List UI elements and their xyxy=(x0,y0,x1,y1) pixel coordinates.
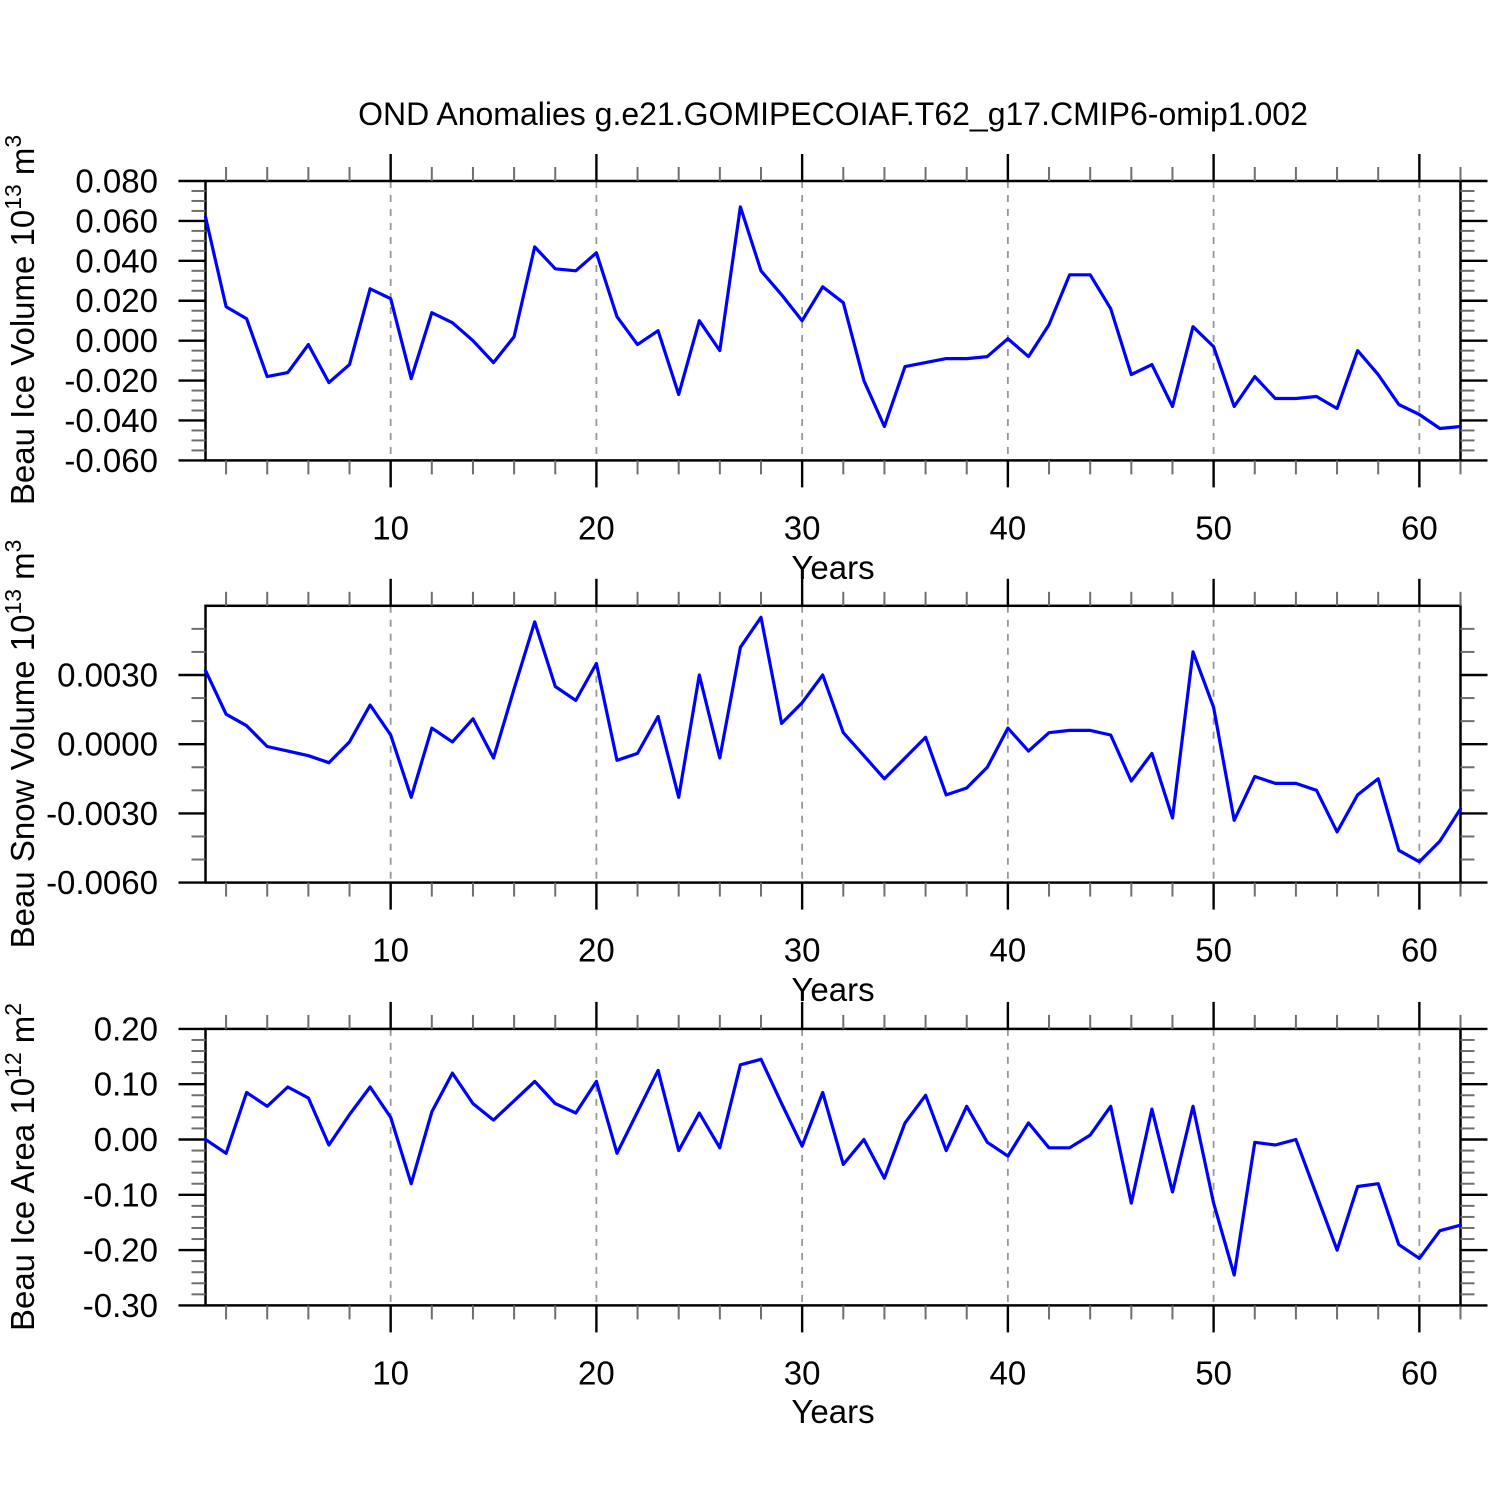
y-tick-label: -0.30 xyxy=(83,1287,158,1324)
figure-title: OND Anomalies g.e21.GOMIPECOIAF.T62_g17.… xyxy=(358,96,1308,132)
y-axis-label-snow-volume: Beau Snow Volume 1013m3 xyxy=(0,540,41,949)
x-tick-label: 20 xyxy=(578,932,615,969)
x-tick-label: 20 xyxy=(578,509,615,546)
x-tick-label: 50 xyxy=(1195,932,1232,969)
x-tick-label: 30 xyxy=(784,509,821,546)
y-tick-label: -0.10 xyxy=(83,1176,158,1213)
x-tick-label: 10 xyxy=(372,1354,409,1391)
y-axis-label-ice-area: Beau Ice Area 1012m2 xyxy=(0,1003,41,1331)
y-tick-label: -0.20 xyxy=(83,1232,158,1269)
plot-frame xyxy=(204,179,1462,462)
y-tick-label: -0.060 xyxy=(64,442,158,479)
panel-ice-volume: 0.0800.0600.0400.0200.000-0.020-0.040-0.… xyxy=(0,135,1488,586)
y-tick-label: -0.0060 xyxy=(46,864,158,901)
y-tick-label: -0.040 xyxy=(64,402,158,439)
x-tick-label: 20 xyxy=(578,1354,615,1391)
x-tick-label: 50 xyxy=(1195,509,1232,546)
y-tick-label: -0.020 xyxy=(64,362,158,399)
y-tick-label: 0.080 xyxy=(75,163,158,200)
series-line xyxy=(203,1057,1463,1277)
y-tick-label: -0.0030 xyxy=(46,795,158,832)
x-tick-label: 60 xyxy=(1401,932,1438,969)
y-tick-label: 0.040 xyxy=(75,242,158,279)
y-tick-label: 0.000 xyxy=(75,322,158,359)
x-tick-label: 30 xyxy=(784,1354,821,1391)
x-axis-label-snow-volume: Years xyxy=(791,971,874,1008)
x-tick-label: 40 xyxy=(990,1354,1027,1391)
y-tick-label: 0.20 xyxy=(94,1010,158,1047)
plot-area-ice-area: 0.20 0.10 0.00 -0.10 -0.20 -0.30 10 20 30 40 50 60 xyxy=(83,1001,1488,1391)
y-tick-label: 0.00 xyxy=(94,1121,158,1158)
y-tick-label: 0.10 xyxy=(94,1066,158,1103)
y-tick-label: 0.060 xyxy=(75,202,158,239)
x-axis-label-ice-volume: Years xyxy=(791,549,874,586)
x-tick-label: 40 xyxy=(990,509,1027,546)
series-line xyxy=(203,615,1463,864)
y-tick-label: 0.0000 xyxy=(57,726,158,763)
x-axis-label-ice-area: Years xyxy=(791,1393,874,1430)
y-tick-label: 0.0030 xyxy=(57,657,158,694)
x-tick-label: 50 xyxy=(1195,1354,1232,1391)
plot-frame xyxy=(204,1027,1462,1307)
series-line xyxy=(203,205,1463,431)
y-tick-label: 0.020 xyxy=(75,282,158,319)
x-tick-label: 60 xyxy=(1401,1354,1438,1391)
y-axis-label-ice-volume: Beau Ice Volume 1013m3 xyxy=(0,135,41,505)
plot-area-snow-volume: 0.0030 0.0000 -0.0030 -0.0060 10 20 30 40 50 60 xyxy=(46,578,1488,969)
x-tick-label: 10 xyxy=(372,932,409,969)
x-tick-label: 40 xyxy=(990,932,1027,969)
x-tick-label: 60 xyxy=(1401,509,1438,546)
plot-area-ice-volume: 0.0800.0600.0400.0200.000-0.020-0.040-0.… xyxy=(64,154,1488,546)
x-tick-label: 10 xyxy=(372,509,409,546)
panel-snow-volume: 0.0030 0.0000 -0.0030 -0.0060 10 20 30 40 50 60 B… xyxy=(0,540,1488,1008)
x-tick-label: 30 xyxy=(784,932,821,969)
